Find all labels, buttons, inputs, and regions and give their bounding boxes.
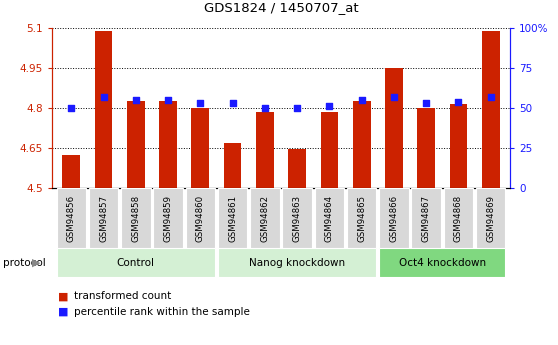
Text: GSM94856: GSM94856 — [67, 195, 76, 242]
Text: GDS1824 / 1450707_at: GDS1824 / 1450707_at — [204, 1, 358, 14]
Bar — [127, 101, 145, 188]
Bar — [482, 31, 499, 188]
Point — [261, 105, 270, 111]
Bar — [56, 248, 215, 277]
Text: GSM94864: GSM94864 — [325, 195, 334, 242]
Bar — [320, 112, 338, 188]
Point — [99, 94, 108, 100]
Text: GSM94868: GSM94868 — [454, 195, 463, 242]
Text: percentile rank within the sample: percentile rank within the sample — [74, 307, 250, 317]
Bar — [282, 188, 312, 248]
Text: Control: Control — [117, 258, 155, 268]
Text: GSM94859: GSM94859 — [163, 195, 172, 242]
Point — [67, 105, 76, 111]
Text: Oct4 knockdown: Oct4 knockdown — [399, 258, 486, 268]
Bar — [62, 155, 80, 188]
Point — [196, 100, 205, 106]
Bar — [288, 149, 306, 188]
Bar — [218, 188, 247, 248]
Point — [131, 97, 140, 103]
Bar — [256, 112, 274, 188]
Text: protocol: protocol — [3, 258, 46, 268]
Point — [486, 94, 495, 100]
Bar — [347, 188, 377, 248]
Bar — [353, 101, 371, 188]
Text: GSM94865: GSM94865 — [357, 195, 366, 242]
Bar — [379, 248, 506, 277]
Bar — [218, 248, 377, 277]
Text: GSM94857: GSM94857 — [99, 195, 108, 242]
Text: GSM94862: GSM94862 — [261, 195, 270, 242]
Bar — [417, 108, 435, 188]
Bar — [89, 188, 118, 248]
Point — [357, 97, 366, 103]
Text: GSM94860: GSM94860 — [196, 195, 205, 242]
Point — [163, 97, 172, 103]
Text: ■: ■ — [57, 291, 68, 301]
Bar — [153, 188, 183, 248]
Text: Nanog knockdown: Nanog knockdown — [249, 258, 345, 268]
Bar — [56, 188, 86, 248]
Bar — [411, 188, 441, 248]
Text: GSM94867: GSM94867 — [422, 195, 431, 242]
Text: ▶: ▶ — [32, 258, 41, 268]
Bar — [476, 188, 506, 248]
Point — [389, 94, 398, 100]
Point — [422, 100, 431, 106]
Text: GSM94858: GSM94858 — [131, 195, 141, 242]
Bar — [315, 188, 344, 248]
Text: GSM94869: GSM94869 — [486, 195, 495, 242]
Bar — [159, 101, 177, 188]
Bar — [95, 31, 113, 188]
Text: ■: ■ — [57, 307, 68, 317]
Text: GSM94863: GSM94863 — [292, 195, 302, 242]
Bar — [185, 188, 215, 248]
Bar — [191, 108, 209, 188]
Text: GSM94866: GSM94866 — [389, 195, 398, 242]
Point — [228, 100, 237, 106]
Bar — [121, 188, 151, 248]
Text: transformed count: transformed count — [74, 291, 171, 301]
Bar — [385, 68, 403, 188]
Bar — [379, 188, 408, 248]
Point — [292, 105, 301, 111]
Bar — [224, 143, 242, 188]
Bar — [450, 104, 467, 188]
Bar — [444, 188, 473, 248]
Text: GSM94861: GSM94861 — [228, 195, 237, 242]
Bar — [250, 188, 280, 248]
Point — [454, 99, 463, 104]
Point — [325, 104, 334, 109]
